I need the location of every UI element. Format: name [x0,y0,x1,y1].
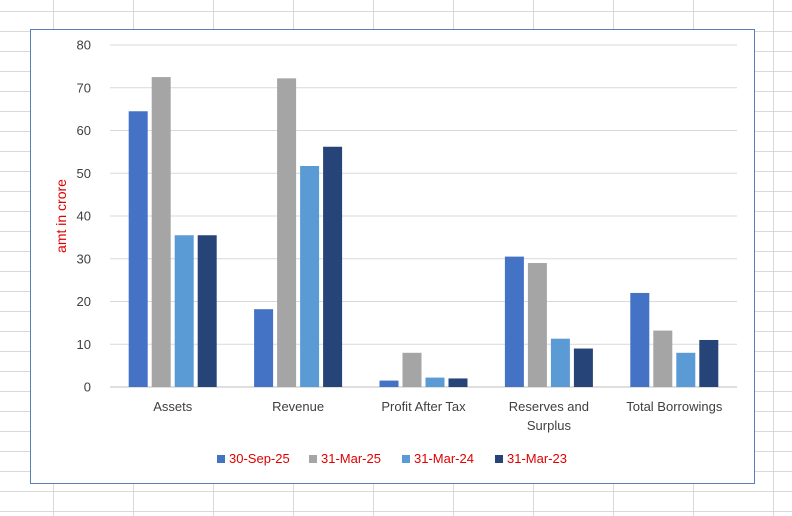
bar [448,378,468,387]
bar [277,78,297,387]
bar [653,330,673,387]
bar [151,77,171,387]
bar [300,165,320,387]
y-tick-label: 80 [77,38,91,53]
bars [128,77,719,387]
y-tick-label: 40 [77,209,91,224]
legend-label: 31-Mar-24 [414,451,474,466]
legend-label: 31-Mar-23 [507,451,567,466]
bar [676,352,696,387]
bar [254,309,274,387]
y-tick-label: 70 [77,80,91,95]
legend-swatch [495,455,503,463]
bar [550,338,570,387]
x-category-label: Revenue [272,399,324,414]
bar [402,352,422,387]
bar [128,111,148,387]
y-tick-label: 20 [77,294,91,309]
bar [699,339,719,387]
x-category-label: Reserves and [509,399,589,414]
bar [174,235,194,387]
legend-swatch [217,455,225,463]
y-axis-title: amt in crore [53,179,69,253]
bar [504,256,524,387]
bar [527,263,547,387]
legend: 30-Sep-25 31-Mar-25 31-Mar-24 31-Mar-23 [217,451,567,466]
y-tick-label: 30 [77,251,91,266]
x-category-label: Total Borrowings [626,399,723,414]
x-category-label: Assets [153,399,193,414]
legend-swatch [402,455,410,463]
bar [630,292,650,387]
y-tick-label: 60 [77,123,91,138]
legend-swatch [309,455,317,463]
bar [197,235,217,387]
legend-label: 30-Sep-25 [229,451,290,466]
y-tick-label: 10 [77,337,91,352]
x-category-label: Profit After Tax [381,399,466,414]
y-tick-label: 50 [77,166,91,181]
bar [573,348,593,387]
bar [425,377,445,387]
y-axis-ticks: 0 10 20 30 40 50 60 70 80 [77,38,91,395]
x-axis-categories: Assets Revenue Profit After Tax Reserves an… [153,399,723,433]
legend-label: 31-Mar-25 [321,451,381,466]
bar [379,380,399,387]
bar [323,146,343,387]
y-tick-label: 0 [84,380,91,395]
chart-area [30,29,755,484]
x-category-label: Surplus [527,418,572,433]
